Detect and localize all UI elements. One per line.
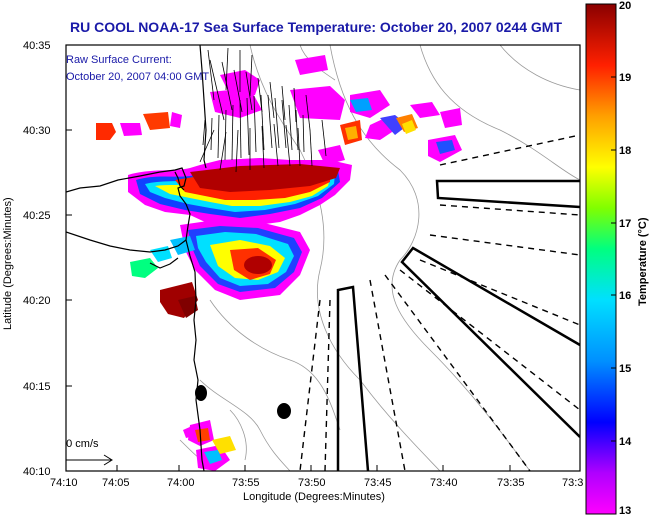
y-tick-label: 40:25 xyxy=(23,210,51,222)
x-axis: 74:10 74:05 74:00 73:55 73:50 73:45 73:4… xyxy=(50,465,583,503)
annotation-line1: Raw Surface Current: xyxy=(66,54,172,66)
chart-title: RU COOL NOAA-17 Sea Surface Temperature:… xyxy=(70,19,562,35)
colorbar-tick: 13 xyxy=(619,505,631,517)
scale-label: 50 cm/s xyxy=(60,438,99,450)
y-tick-label: 40:30 xyxy=(23,125,51,137)
colorbar-label: Temperature (°C) xyxy=(637,217,649,306)
y-axis-label: Latitude (Degrees:Minutes) xyxy=(2,197,14,330)
y-axis: 40:35 40:30 40:25 40:20 40:15 40:10 Lati… xyxy=(2,40,72,478)
x-tick-label: 74:00 xyxy=(167,477,195,489)
colorbar-tick: 20 xyxy=(619,0,631,12)
y-tick-label: 40:10 xyxy=(23,466,51,478)
bathymetry-contours xyxy=(179,45,580,471)
radar-wedges xyxy=(336,179,580,471)
x-tick-label: 73:55 xyxy=(232,477,260,489)
station-marker xyxy=(277,403,291,419)
x-tick-label: 73:45 xyxy=(364,477,392,489)
current-vectors xyxy=(199,47,327,173)
colorbar-tick: 19 xyxy=(619,72,631,84)
sst-patches xyxy=(96,55,462,471)
x-axis-label: Longitude (Degrees:Minutes) xyxy=(243,491,385,503)
colorbar-tick: 18 xyxy=(619,145,631,157)
colorbar: 20 19 18 17 16 15 14 13 Temperature (°C) xyxy=(585,0,649,517)
x-tick-label: 73:3 xyxy=(562,477,583,489)
map-area: Raw Surface Current: October 20, 2007 04… xyxy=(60,45,580,471)
x-tick-label: 74:05 xyxy=(102,477,130,489)
colorbar-tick: 15 xyxy=(619,363,631,375)
x-tick-label: 74:10 xyxy=(50,477,78,489)
station-marker xyxy=(195,385,207,401)
colorbar-tick: 17 xyxy=(619,218,631,230)
y-tick-label: 40:15 xyxy=(23,381,51,393)
coastline xyxy=(66,45,207,471)
map-frame xyxy=(65,44,581,472)
scale-arrow xyxy=(66,454,113,466)
y-tick-label: 40:20 xyxy=(23,295,51,307)
x-tick-label: 73:35 xyxy=(497,477,525,489)
x-tick-label: 73:50 xyxy=(298,477,326,489)
colorbar-tick: 14 xyxy=(619,436,632,448)
annotation-line2: October 20, 2007 04:00 GMT xyxy=(66,71,209,83)
colorbar-tick: 16 xyxy=(619,290,631,302)
y-tick-label: 40:35 xyxy=(23,40,51,52)
radar-range-lines xyxy=(299,134,580,471)
x-tick-label: 73:40 xyxy=(430,477,458,489)
